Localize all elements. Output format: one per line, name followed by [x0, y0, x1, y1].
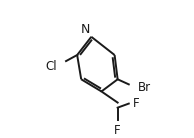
- Text: Cl: Cl: [45, 60, 57, 73]
- Text: F: F: [133, 97, 139, 110]
- Text: N: N: [81, 23, 90, 36]
- Text: F: F: [114, 124, 121, 137]
- Text: Br: Br: [138, 81, 151, 94]
